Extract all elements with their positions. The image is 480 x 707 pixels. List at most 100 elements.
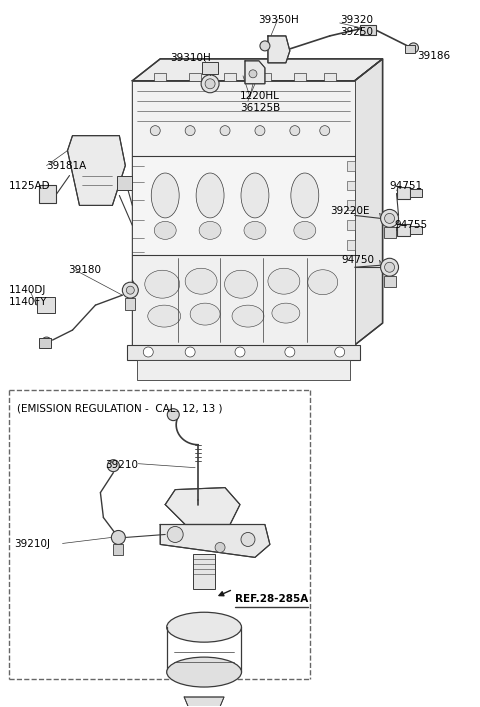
Ellipse shape — [167, 612, 241, 642]
Text: 1140FY: 1140FY — [9, 297, 47, 307]
Ellipse shape — [145, 270, 180, 298]
Circle shape — [381, 209, 398, 228]
Bar — [38, 338, 50, 348]
Polygon shape — [160, 525, 270, 557]
Text: 1140DJ: 1140DJ — [9, 285, 46, 296]
Circle shape — [111, 530, 125, 544]
Text: 94755: 94755 — [395, 221, 428, 230]
Circle shape — [168, 409, 179, 421]
Bar — [347, 160, 355, 170]
Polygon shape — [165, 488, 240, 525]
Bar — [324, 73, 336, 81]
Bar — [224, 73, 236, 81]
Ellipse shape — [272, 303, 300, 323]
Bar — [360, 25, 376, 35]
Circle shape — [384, 262, 395, 272]
Ellipse shape — [190, 303, 220, 325]
Bar — [189, 73, 201, 81]
Bar — [384, 228, 396, 238]
Bar — [405, 45, 416, 53]
Text: 39320: 39320 — [340, 15, 372, 25]
Circle shape — [201, 75, 219, 93]
Circle shape — [185, 347, 195, 357]
Circle shape — [290, 126, 300, 136]
Ellipse shape — [154, 221, 176, 240]
Ellipse shape — [232, 305, 264, 327]
Text: 39180: 39180 — [69, 265, 101, 275]
Text: 36125B: 36125B — [240, 103, 280, 112]
Bar — [36, 297, 55, 313]
Bar — [202, 62, 218, 74]
Bar — [347, 240, 355, 250]
Polygon shape — [355, 59, 383, 345]
Circle shape — [42, 337, 51, 347]
Text: 39210J: 39210J — [15, 539, 51, 549]
Circle shape — [285, 347, 295, 357]
Text: 39220E: 39220E — [330, 206, 369, 216]
Text: 39250: 39250 — [340, 27, 372, 37]
Circle shape — [255, 126, 265, 136]
Text: 39210: 39210 — [106, 460, 138, 469]
Bar — [127, 345, 360, 360]
Circle shape — [408, 43, 419, 53]
Bar — [347, 221, 355, 230]
Ellipse shape — [241, 173, 269, 218]
Text: 1125AD: 1125AD — [9, 180, 50, 190]
Text: 1220HL: 1220HL — [240, 90, 280, 101]
Circle shape — [185, 126, 195, 136]
Circle shape — [241, 532, 255, 547]
Text: 39181A: 39181A — [47, 160, 87, 170]
Bar — [193, 554, 215, 590]
Circle shape — [249, 70, 257, 78]
Bar — [259, 73, 271, 81]
Bar — [113, 544, 123, 556]
Text: 94751: 94751 — [390, 180, 423, 190]
Ellipse shape — [294, 221, 316, 240]
Circle shape — [335, 347, 345, 357]
Circle shape — [260, 41, 270, 51]
Circle shape — [205, 78, 215, 89]
Bar — [117, 175, 132, 190]
Polygon shape — [245, 61, 265, 84]
Ellipse shape — [268, 268, 300, 294]
Bar — [347, 201, 355, 211]
Bar — [125, 298, 135, 310]
Circle shape — [320, 126, 330, 136]
Ellipse shape — [244, 221, 266, 240]
Bar — [154, 73, 166, 81]
Bar — [294, 73, 306, 81]
Bar — [347, 180, 355, 190]
Bar — [409, 226, 422, 234]
Ellipse shape — [291, 173, 319, 218]
Bar — [38, 185, 56, 204]
Bar — [132, 81, 355, 156]
Bar — [132, 81, 355, 345]
Text: 39350H: 39350H — [258, 15, 299, 25]
Circle shape — [167, 527, 183, 542]
Ellipse shape — [167, 657, 241, 687]
Polygon shape — [268, 36, 290, 63]
Bar — [384, 276, 396, 287]
Bar — [132, 255, 355, 345]
Text: 39310H: 39310H — [170, 53, 211, 63]
Ellipse shape — [151, 173, 179, 218]
Text: (EMISSION REGULATION -  CAL. 12, 13 ): (EMISSION REGULATION - CAL. 12, 13 ) — [17, 404, 222, 414]
Ellipse shape — [196, 173, 224, 218]
Circle shape — [150, 126, 160, 136]
Circle shape — [235, 347, 245, 357]
Circle shape — [215, 542, 225, 552]
Text: 39186: 39186 — [418, 51, 451, 61]
Polygon shape — [184, 697, 224, 707]
Bar — [396, 224, 409, 236]
Circle shape — [122, 282, 138, 298]
Polygon shape — [132, 59, 383, 81]
Ellipse shape — [185, 268, 217, 294]
Circle shape — [126, 286, 134, 294]
Ellipse shape — [199, 221, 221, 240]
Circle shape — [220, 126, 230, 136]
Bar — [137, 360, 350, 380]
Text: 94750: 94750 — [342, 255, 375, 265]
Ellipse shape — [225, 270, 257, 298]
Text: REF.28-285A: REF.28-285A — [235, 595, 308, 604]
Bar — [409, 189, 422, 197]
